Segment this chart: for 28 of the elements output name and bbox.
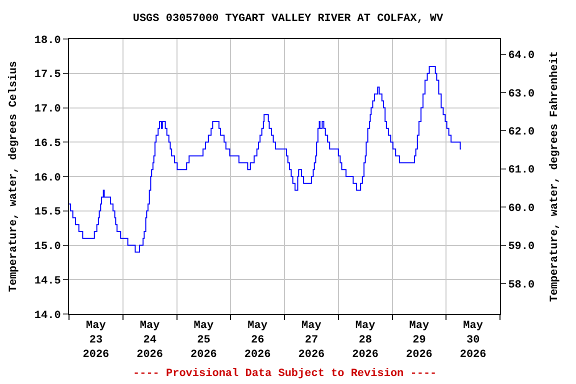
text: ---- Provisional Data Subject to Revision ---- bbox=[133, 368, 437, 380]
x-tick-label: May 28 2026 bbox=[352, 320, 379, 361]
x-tick-label: May 30 2026 bbox=[460, 320, 486, 361]
y2-tick-label: 59.0 bbox=[508, 241, 535, 254]
chart-title: USGS 03057000 TYGART VALLEY RIVER AT COLFAX, WV bbox=[132, 13, 444, 26]
x-tick-label: May 25 2026 bbox=[190, 320, 217, 361]
y-tick-label: 16.5 bbox=[34, 138, 62, 150]
y2-tick-label: 60.0 bbox=[508, 202, 535, 215]
y2-axis-title: Temperature, water, degrees Fahrenheit bbox=[548, 51, 561, 302]
y-tick-label: 15.5 bbox=[34, 206, 62, 219]
x-tick-label: May 27 2026 bbox=[298, 320, 325, 361]
y-axis-title: Temperature, water, degrees Celsius bbox=[8, 60, 20, 292]
x-tick-label: May 26 2026 bbox=[244, 320, 271, 361]
y-tick-label: 14.5 bbox=[34, 275, 62, 288]
x-tick-label: May 24 2026 bbox=[136, 320, 164, 361]
y2-tick-label: 58.0 bbox=[508, 279, 535, 292]
y-tick-label: 16.0 bbox=[34, 172, 61, 184]
y-tick-label: 15.0 bbox=[34, 241, 61, 254]
y2-tick-label: 61.0 bbox=[508, 164, 535, 177]
y-tick-label: 17.5 bbox=[34, 69, 62, 82]
y2-tick-label: 63.0 bbox=[508, 88, 535, 100]
y-tick-label: 18.0 bbox=[34, 34, 61, 47]
x-tick-label: May 23 2026 bbox=[82, 320, 110, 361]
y-tick-label: 17.0 bbox=[34, 104, 61, 116]
y2-tick-label: 64.0 bbox=[508, 50, 535, 62]
x-tick-label: May 29 2026 bbox=[406, 320, 432, 361]
y2-tick-label: 62.0 bbox=[508, 126, 535, 139]
y-tick-label: 14.0 bbox=[34, 310, 61, 322]
